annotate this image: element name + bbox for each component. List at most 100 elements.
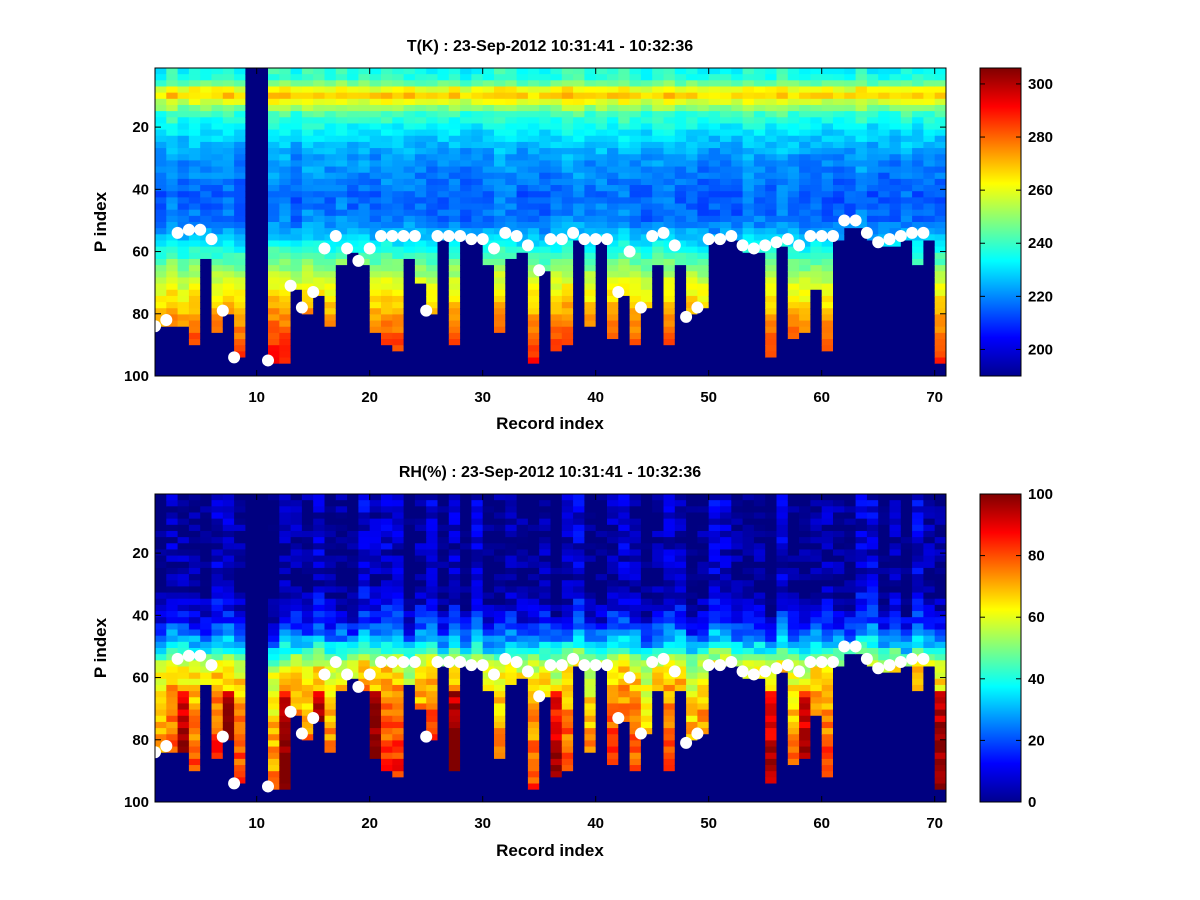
heatmap-cell: [335, 252, 348, 260]
heatmap-cell: [674, 240, 687, 248]
heatmap-cell: [301, 617, 314, 624]
heatmap-cell: [358, 172, 371, 180]
heatmap-cell: [561, 357, 574, 365]
heatmap-cell: [222, 506, 235, 514]
heatmap-cell: [448, 326, 461, 334]
heatmap-cell: [381, 580, 393, 587]
heatmap-cell: [573, 326, 585, 334]
heatmap-cell: [697, 326, 710, 334]
heatmap-cell: [426, 549, 439, 557]
heatmap-cell: [437, 623, 450, 631]
heatmap-cell: [426, 154, 439, 161]
heatmap-cell: [301, 277, 314, 285]
heatmap-cell: [663, 166, 676, 174]
heatmap-cell: [833, 104, 845, 112]
heatmap-cell: [527, 234, 540, 242]
heatmap-cell: [663, 185, 676, 192]
heatmap-cell: [177, 148, 190, 155]
heatmap-cell: [866, 172, 879, 180]
heatmap-cell: [234, 320, 246, 328]
heatmap-cell: [155, 537, 167, 544]
heatmap-cell: [200, 209, 213, 217]
heatmap-cell: [335, 728, 348, 735]
heatmap-cell: [527, 277, 540, 285]
heatmap-cell: [855, 252, 868, 260]
heatmap-cell: [652, 80, 665, 88]
heatmap-cell: [155, 660, 167, 668]
heatmap-cell: [403, 758, 416, 766]
heatmap-cell: [324, 555, 337, 563]
heatmap-cell: [674, 295, 687, 303]
heatmap-cell: [177, 574, 190, 581]
heatmap-cell: [629, 222, 642, 229]
heatmap-cell: [923, 252, 936, 260]
heatmap-cell: [618, 135, 631, 143]
heatmap-cell: [573, 197, 585, 205]
heatmap-cell: [787, 265, 800, 272]
heatmap-cell: [821, 271, 834, 279]
heatmap-cell: [324, 148, 337, 155]
heatmap-cell: [414, 277, 427, 285]
heatmap-cell: [414, 302, 427, 309]
heatmap-cell: [200, 320, 213, 328]
heatmap-cell: [516, 314, 529, 322]
heatmap-cell: [222, 154, 235, 161]
heatmap-cell: [358, 197, 371, 205]
heatmap-cell: [460, 178, 472, 186]
heatmap-cell: [697, 68, 710, 75]
heatmap-cell: [211, 728, 224, 735]
heatmap-cell: [787, 160, 800, 168]
heatmap-cell: [821, 172, 834, 180]
heatmap-cell: [268, 635, 280, 643]
heatmap-cell: [426, 672, 439, 680]
surface-marker: [736, 239, 749, 252]
heatmap-cell: [324, 129, 337, 137]
heatmap-cell: [234, 709, 246, 717]
heatmap-cell: [584, 289, 597, 297]
heatmap-cell: [460, 283, 472, 291]
heatmap-cell: [245, 308, 258, 315]
heatmap-cell: [211, 339, 224, 346]
heatmap-cell: [448, 258, 461, 266]
heatmap-cell: [301, 357, 314, 365]
heatmap-cell: [889, 154, 902, 161]
heatmap-cell: [279, 728, 292, 735]
heatmap-cell: [290, 320, 303, 328]
heatmap-cell: [177, 752, 190, 760]
heatmap-cell: [335, 117, 348, 125]
heatmap-cell: [686, 228, 698, 235]
heatmap-cell: [290, 80, 303, 88]
heatmap-cell: [290, 129, 303, 137]
heatmap-cell: [460, 277, 472, 285]
heatmap-cell: [211, 709, 224, 717]
heatmap-cell: [245, 506, 258, 514]
heatmap-cell: [810, 246, 823, 254]
heatmap-cell: [573, 369, 585, 376]
heatmap-cell: [561, 166, 574, 174]
heatmap-cell: [731, 265, 744, 272]
heatmap-cell: [516, 197, 529, 205]
heatmap-cell: [742, 80, 755, 88]
heatmap-cell: [437, 789, 450, 797]
heatmap-cell: [550, 228, 563, 235]
heatmap-cell: [821, 215, 834, 223]
surface-marker: [860, 226, 873, 239]
heatmap-cell: [697, 271, 710, 279]
heatmap-cell: [324, 154, 337, 161]
heatmap-cell: [618, 308, 631, 315]
heatmap-cell: [211, 765, 224, 772]
heatmap-cell: [245, 160, 258, 168]
heatmap-cell: [900, 277, 913, 285]
heatmap-cell: [833, 160, 845, 168]
heatmap-cell: [720, 123, 732, 131]
heatmap-cell: [629, 215, 642, 223]
heatmap-cell: [358, 691, 371, 698]
heatmap-cell: [268, 586, 280, 594]
heatmap-cell: [211, 617, 224, 624]
heatmap-cell: [222, 240, 235, 248]
heatmap-cell: [414, 721, 427, 729]
heatmap-cell: [776, 123, 789, 131]
heatmap-cell: [720, 345, 732, 352]
heatmap-cell: [369, 178, 382, 186]
heatmap-cell: [301, 141, 314, 149]
